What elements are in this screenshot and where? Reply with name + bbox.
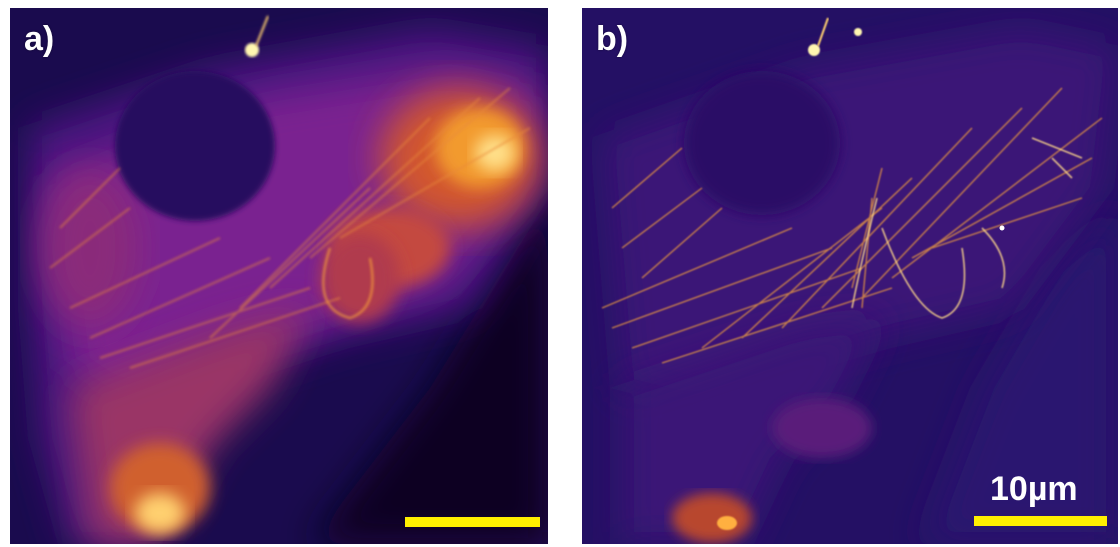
panel-label-b: b) xyxy=(596,20,629,58)
image-panel-a: a) xyxy=(10,8,548,544)
scale-bar-label: 10µm xyxy=(990,470,1078,508)
fluorescence-image-b xyxy=(582,8,1118,544)
image-panel-b: b) 10µm xyxy=(582,8,1118,544)
scale-bar xyxy=(974,516,1107,526)
fluorescence-image-a xyxy=(10,8,548,544)
scale-bar xyxy=(405,517,540,527)
panel-label-a: a) xyxy=(24,20,55,58)
